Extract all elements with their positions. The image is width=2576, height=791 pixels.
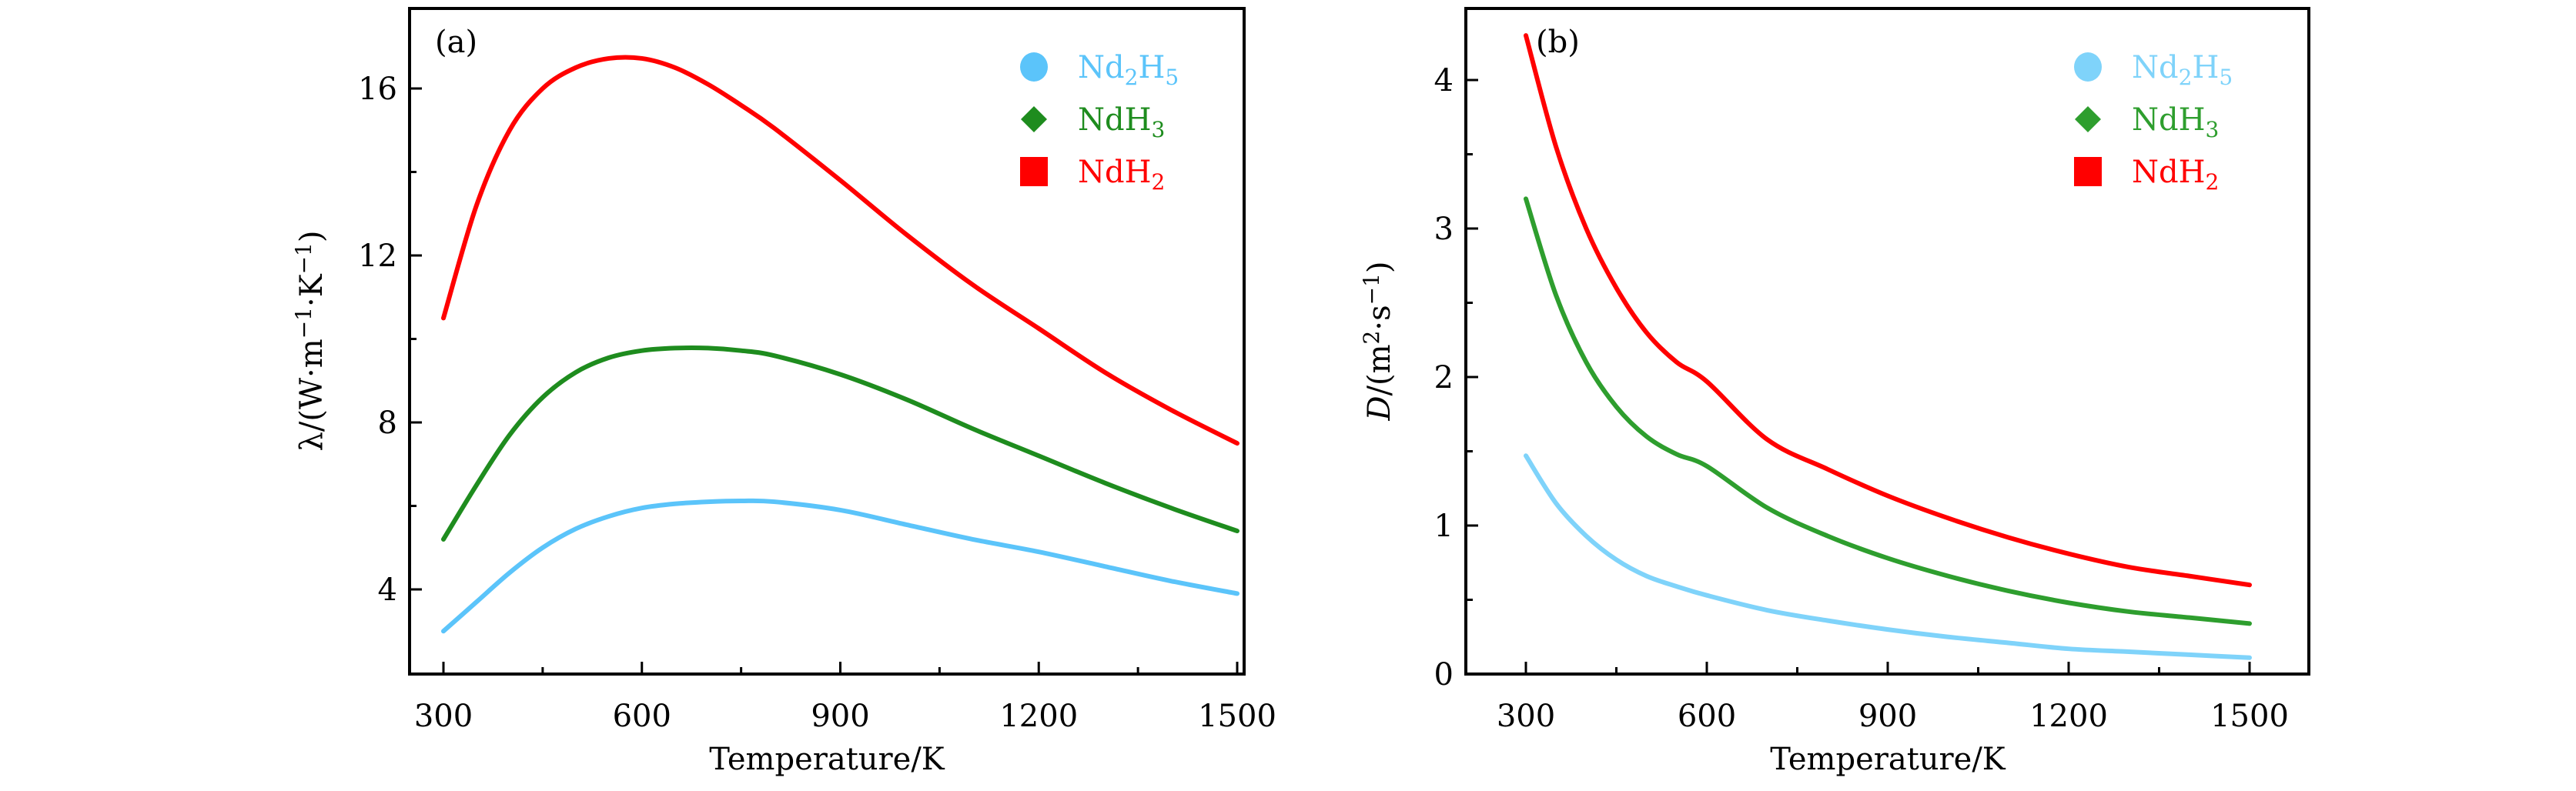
legend-item-NdH3: NdH3 (1021, 102, 1165, 142)
legend-item-Nd2H5: Nd2H5 (2074, 50, 2233, 90)
y-tick-label: 4 (1434, 63, 1454, 98)
legend-item-Nd2H5: Nd2H5 (1020, 50, 1179, 90)
y-tick-label: 16 (358, 72, 397, 107)
legend-item-NdH3: NdH3 (2075, 102, 2219, 142)
x-tick-label: 1500 (1198, 699, 1276, 734)
y-axis-title-end: ) (294, 231, 330, 243)
y-tick-label: 2 (1434, 360, 1454, 396)
y-axis-title-sup1: −1 (291, 307, 316, 339)
panel-label: (a) (435, 25, 477, 60)
y-tick-label: 12 (358, 239, 397, 274)
legend-label: NdH3 (1078, 102, 1165, 142)
legend-diamond-marker (1021, 106, 1047, 132)
legend-label: NdH2 (1078, 155, 1165, 195)
legend-square-marker (2074, 157, 2102, 186)
y-axis-title-symbol: D (1362, 396, 1397, 421)
axis-ticks: 300 600 900 1200 1500 4 8 12 16 (358, 72, 1276, 734)
y-tick-label: 8 (378, 406, 397, 441)
panel-a-thermal-conductivity: 300 600 900 1200 1500 4 8 12 16 (a) Temperature/… (291, 7, 1276, 777)
y-axis-title: λ/(W·m−1·K−1) (291, 231, 330, 452)
series-line-NdH3 (1524, 196, 2252, 626)
legend-circle-marker (2074, 52, 2102, 82)
legend-circle-marker (1020, 52, 1048, 82)
legend-label: Nd2H5 (1078, 50, 1179, 90)
legend: Nd2H5 NdH3 NdH2 (2074, 50, 2233, 195)
x-tick-label: 300 (1497, 699, 1555, 734)
y-tick-label: 1 (1434, 509, 1454, 544)
y-tick-label: 0 (1434, 657, 1454, 693)
x-axis-title: Temperature/K (709, 742, 945, 777)
series-line-NdH3 (441, 345, 1239, 542)
x-tick-label: 600 (1678, 699, 1736, 734)
series-line-Nd2H5 (441, 498, 1239, 634)
series-layer (1524, 33, 2252, 660)
x-axis-title: Temperature/K (1770, 742, 2006, 777)
legend-label: NdH2 (2132, 155, 2219, 195)
x-tick-label: 1200 (999, 699, 1078, 734)
y-axis-title-mid: ·K (294, 273, 330, 307)
y-axis-title-sup1: 2 (1359, 331, 1384, 345)
plot-frame (408, 7, 1246, 676)
series-line-Nd2H5 (1524, 453, 2252, 660)
y-tick-label: 4 (378, 572, 397, 608)
y-axis-title-close: ) (1362, 261, 1397, 273)
series-line-NdH2 (1524, 33, 2252, 588)
legend-square-marker (1020, 157, 1048, 186)
legend-item-NdH2: NdH2 (1020, 155, 1165, 195)
y-axis-title-main: λ/(W·m (294, 339, 330, 451)
x-tick-label: 600 (613, 699, 671, 734)
legend-label: NdH3 (2132, 102, 2219, 142)
x-tick-label: 1500 (2210, 699, 2289, 734)
series-layer (441, 55, 1239, 634)
y-axis-title: D/(m2·s−1) (1359, 261, 1397, 421)
y-axis-title-open: /(m (1362, 344, 1397, 396)
y-axis-title-mid: ·s (1362, 305, 1397, 330)
x-tick-label: 900 (811, 699, 869, 734)
x-tick-label: 900 (1858, 699, 1917, 734)
y-tick-label: 3 (1434, 212, 1454, 247)
panel-label: (b) (1536, 25, 1580, 60)
y-axis-title-sup2: −1 (1359, 273, 1384, 305)
legend-diamond-marker (2075, 106, 2101, 132)
axis-ticks: 300 600 900 1200 1500 0 1 2 3 4 (1434, 63, 2289, 734)
series-line-NdH2 (441, 55, 1239, 446)
legend-label: Nd2H5 (2132, 50, 2233, 90)
y-axis-title-sup2: −1 (291, 242, 316, 274)
panel-b-thermal-diffusivity: 300 600 900 1200 1500 0 1 2 3 4 (b) Temperature/K… (1359, 7, 2310, 777)
x-tick-label: 1200 (2029, 699, 2108, 734)
legend: Nd2H5 NdH3 NdH2 (1020, 50, 1179, 195)
x-tick-label: 300 (414, 699, 473, 734)
legend-item-NdH2: NdH2 (2074, 155, 2219, 195)
